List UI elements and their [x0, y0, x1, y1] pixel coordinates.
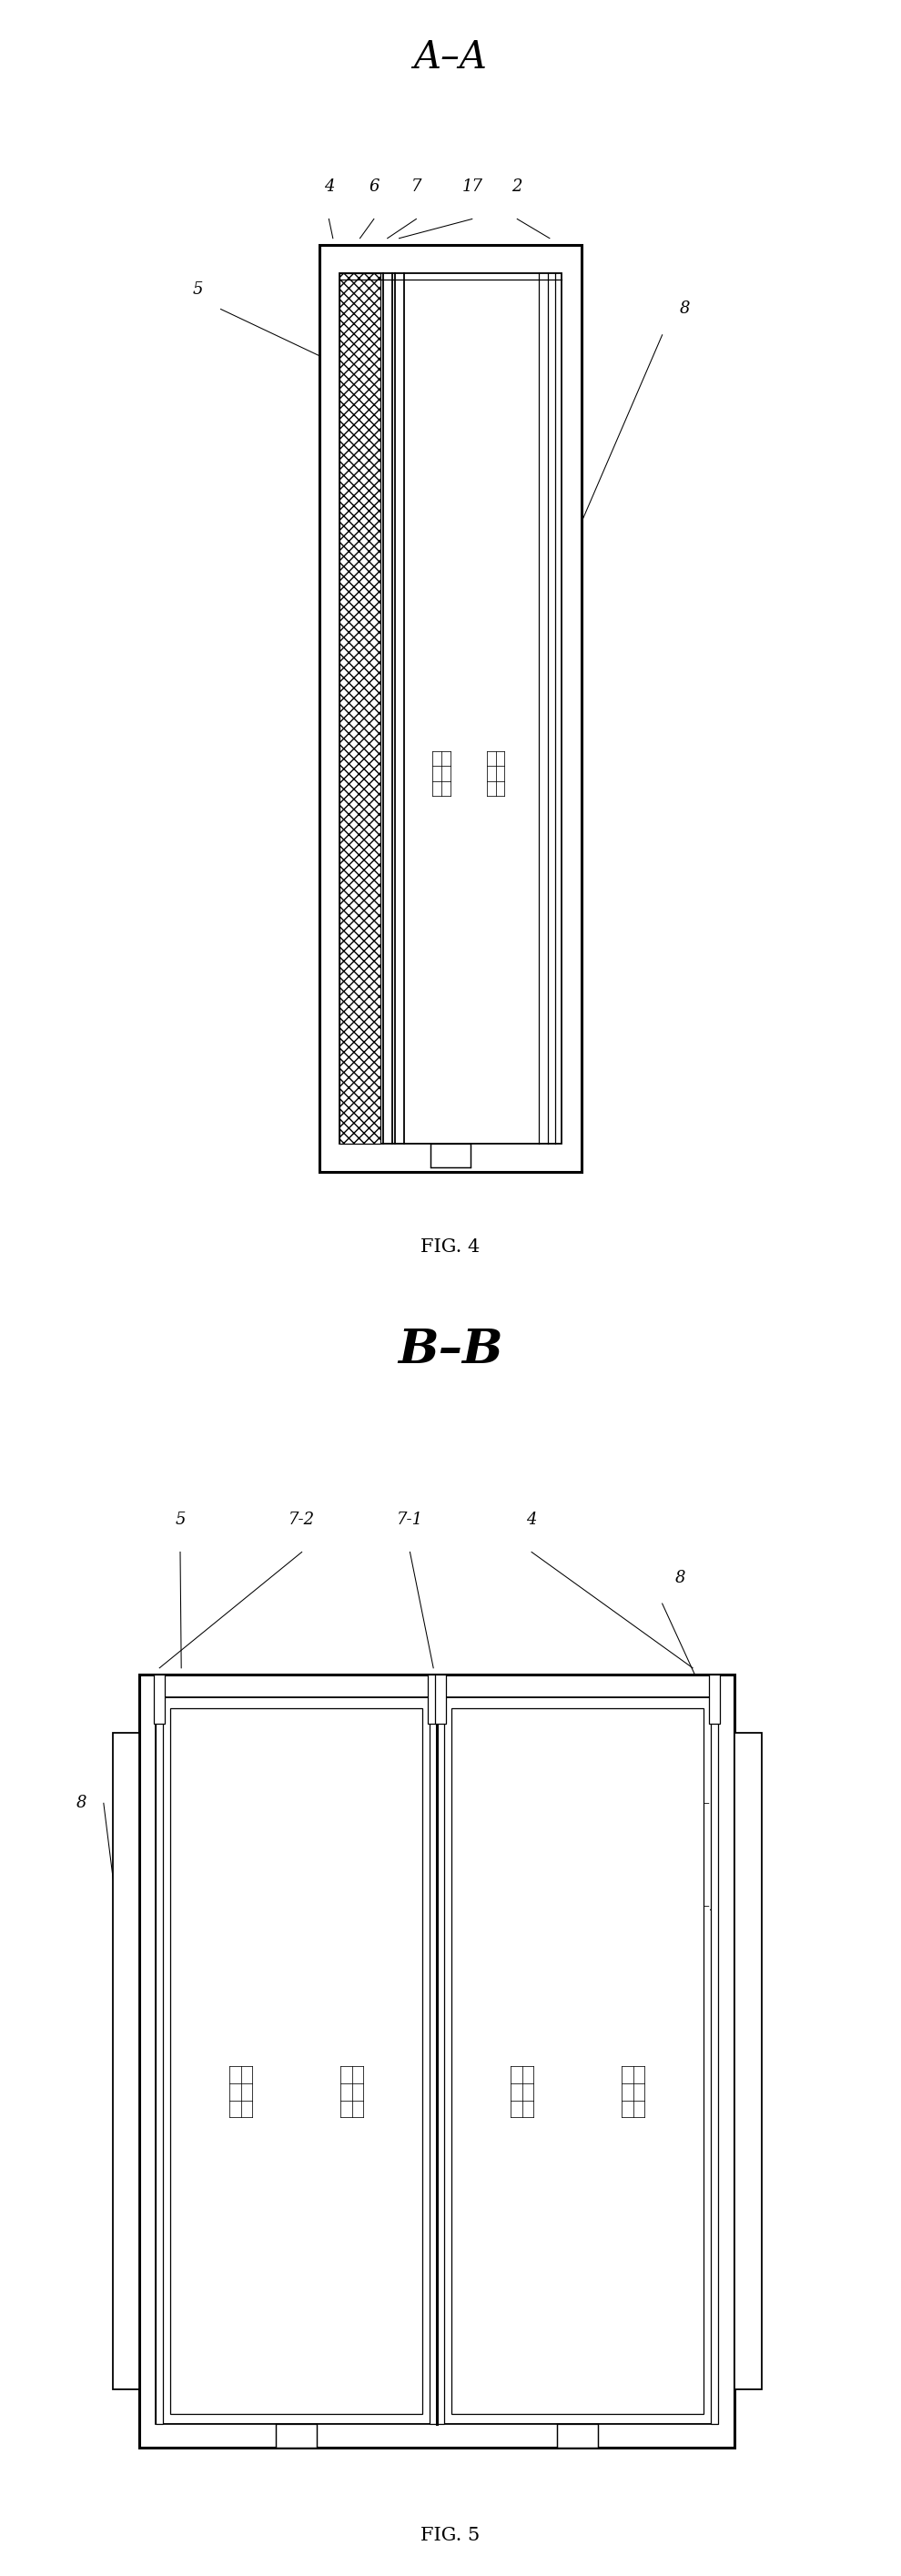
Bar — [170, 1708, 423, 2414]
Bar — [557, 2424, 598, 2447]
Text: 4: 4 — [323, 178, 334, 196]
Text: 7–2: 7–2 — [694, 1899, 721, 1914]
Text: 5: 5 — [175, 1512, 186, 1528]
Text: FIG. 5: FIG. 5 — [421, 2527, 480, 2545]
Bar — [154, 1674, 165, 1723]
Bar — [437, 1698, 444, 2424]
Bar — [711, 1698, 718, 2424]
Text: 7: 7 — [411, 178, 422, 196]
Bar — [431, 1144, 470, 1167]
Bar — [734, 1731, 761, 2391]
Text: 8: 8 — [679, 301, 690, 317]
Bar — [156, 1698, 718, 2424]
Text: 7-1: 7-1 — [396, 1512, 423, 1528]
Text: B–B: B–B — [398, 1327, 503, 1373]
Bar — [435, 1674, 446, 1723]
Text: 5: 5 — [193, 281, 204, 299]
Bar — [709, 1674, 720, 1723]
Text: 7-2: 7-2 — [288, 1512, 315, 1528]
Bar — [430, 1698, 437, 2424]
Text: 17: 17 — [461, 178, 483, 196]
Bar — [451, 1708, 704, 2414]
Text: FIG. 4: FIG. 4 — [421, 1239, 480, 1257]
Text: 4: 4 — [526, 1512, 537, 1528]
Text: 8: 8 — [675, 1569, 686, 1587]
Bar — [340, 273, 380, 1144]
Bar — [140, 1674, 734, 2447]
Bar — [320, 245, 581, 1172]
Text: 2: 2 — [512, 178, 523, 196]
Text: 7–1: 7–1 — [694, 1795, 721, 1811]
Text: A–A: A–A — [414, 39, 487, 77]
Bar — [276, 2424, 316, 2447]
Text: 8: 8 — [76, 1795, 86, 1811]
Text: 6: 6 — [369, 178, 379, 196]
Bar — [340, 273, 561, 1144]
Bar — [113, 1731, 140, 2391]
Bar — [156, 1698, 163, 2424]
Bar — [428, 1674, 439, 1723]
